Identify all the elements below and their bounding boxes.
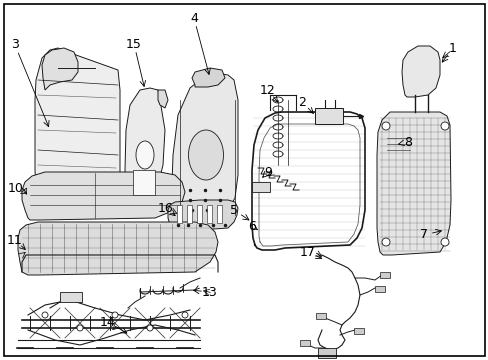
Polygon shape bbox=[376, 112, 450, 255]
Text: 10: 10 bbox=[8, 181, 24, 194]
Circle shape bbox=[147, 325, 153, 331]
Polygon shape bbox=[158, 90, 168, 108]
Text: 12: 12 bbox=[260, 84, 275, 96]
Bar bbox=[374, 286, 384, 292]
Polygon shape bbox=[401, 46, 439, 97]
Text: 15: 15 bbox=[126, 37, 142, 50]
Text: 6: 6 bbox=[247, 220, 255, 233]
Bar bbox=[217, 205, 222, 223]
Polygon shape bbox=[384, 128, 412, 165]
Bar bbox=[315, 313, 325, 319]
Text: 14: 14 bbox=[100, 315, 116, 328]
Circle shape bbox=[381, 238, 389, 246]
Polygon shape bbox=[18, 222, 218, 275]
Text: 16: 16 bbox=[158, 202, 174, 215]
Circle shape bbox=[440, 122, 448, 130]
Ellipse shape bbox=[136, 141, 154, 169]
Circle shape bbox=[381, 122, 389, 130]
Bar bbox=[206, 205, 212, 223]
Circle shape bbox=[440, 238, 448, 246]
Polygon shape bbox=[125, 88, 164, 205]
Text: 5: 5 bbox=[229, 203, 238, 216]
Bar bbox=[353, 328, 363, 334]
Bar bbox=[197, 205, 202, 223]
Bar bbox=[60, 292, 82, 302]
Polygon shape bbox=[168, 200, 238, 232]
Polygon shape bbox=[35, 48, 120, 210]
Polygon shape bbox=[172, 72, 238, 220]
Bar bbox=[317, 348, 335, 358]
Circle shape bbox=[42, 312, 48, 318]
Circle shape bbox=[112, 312, 118, 318]
Bar bbox=[299, 340, 309, 346]
Text: 4: 4 bbox=[190, 12, 198, 24]
Text: 13: 13 bbox=[202, 285, 218, 298]
Bar bbox=[314, 108, 342, 124]
Text: 1: 1 bbox=[448, 41, 456, 54]
Bar bbox=[177, 205, 182, 223]
Circle shape bbox=[77, 325, 83, 331]
Circle shape bbox=[182, 312, 187, 318]
Text: 11: 11 bbox=[7, 234, 23, 247]
Text: 8: 8 bbox=[403, 135, 411, 148]
Bar bbox=[186, 205, 192, 223]
Text: 7: 7 bbox=[419, 229, 427, 242]
Ellipse shape bbox=[188, 130, 223, 180]
Polygon shape bbox=[22, 172, 184, 220]
Text: 9: 9 bbox=[264, 166, 271, 179]
Bar bbox=[133, 170, 155, 195]
Polygon shape bbox=[42, 48, 78, 90]
Text: 2: 2 bbox=[298, 95, 305, 108]
Text: 3: 3 bbox=[11, 39, 19, 51]
Bar bbox=[251, 182, 269, 192]
Polygon shape bbox=[192, 68, 224, 87]
Bar bbox=[379, 272, 389, 278]
Text: 17: 17 bbox=[300, 246, 315, 258]
